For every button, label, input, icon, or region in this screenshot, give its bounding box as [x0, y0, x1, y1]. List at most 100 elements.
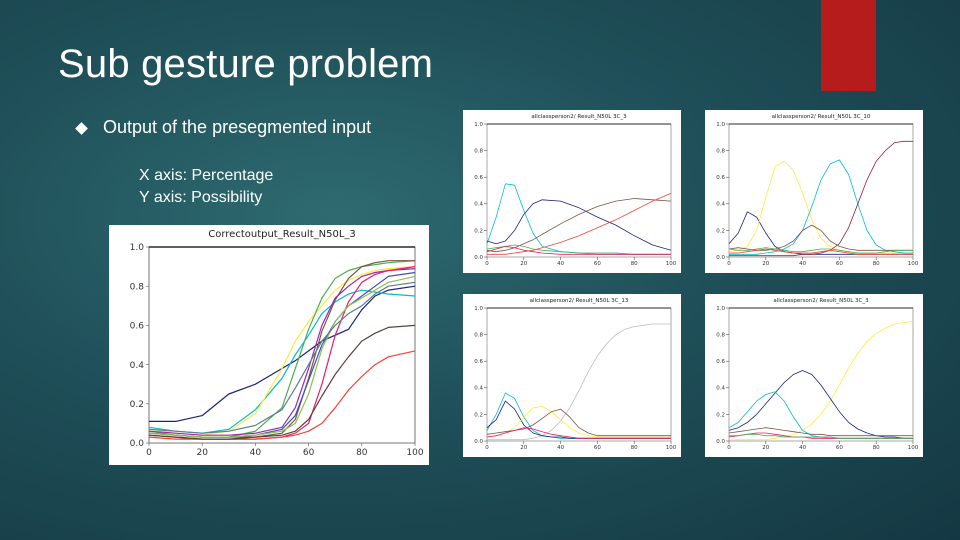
y-tick-label: 0.8 — [130, 282, 145, 292]
x-tick-label: 100 — [666, 445, 677, 451]
x-tick-label: 20 — [520, 261, 527, 267]
y-tick-label: 0.8 — [474, 333, 483, 339]
x-tick-label: 20 — [762, 445, 769, 451]
y-tick-label: 0.6 — [474, 359, 483, 365]
x-tick-label: 100 — [908, 445, 919, 451]
plot-frame — [486, 123, 672, 258]
x-tick-label: 20 — [196, 448, 208, 458]
series-line-5 — [728, 224, 913, 251]
y-axis-note: Y axis: Possibility — [139, 189, 263, 206]
x-tick-label: 40 — [557, 261, 564, 267]
y-tick-label: 1.0 — [716, 122, 725, 128]
y-tick-label: 0.0 — [716, 255, 725, 261]
series-line-1 — [728, 211, 913, 255]
diamond-bullet-icon — [75, 121, 88, 135]
y-tick-label: 0.6 — [716, 359, 725, 365]
x-tick-label: 80 — [873, 445, 880, 451]
series-line-8 — [148, 271, 416, 438]
small-chart-bottom-right: allclassperson2/ Result_N50L 3C_3 0 20 40 60… — [705, 294, 923, 457]
series-line-4 — [728, 427, 913, 437]
y-tick-label: 1.0 — [716, 306, 725, 312]
y-tick-label: 0.4 — [474, 386, 483, 392]
x-tick-label: 0 — [485, 261, 489, 267]
chart-title: allclassperson2/ Result_N50L 3C_3 — [773, 298, 869, 304]
y-tick-label: 0.0 — [474, 255, 483, 261]
chart-title: allclassperson2/ Result_N50L 3C_13 — [530, 298, 629, 304]
series-line-2 — [148, 289, 416, 434]
small-chart-top-right: allclassperson2/ Result_N50L 3C_10 0 20 40 6… — [705, 110, 923, 273]
main-chart: Correctoutput_Result_N50L_3 0 20 40 60 80 100 0… — [109, 225, 429, 465]
x-tick-label: 40 — [799, 261, 806, 267]
bullet-item: Output of the presegmented input — [75, 117, 371, 138]
series-line-6 — [486, 427, 671, 439]
y-tick-label: 0.2 — [716, 412, 725, 418]
x-tick-label: 0 — [727, 445, 731, 451]
x-tick-label: 80 — [631, 261, 638, 267]
x-tick-label: 40 — [250, 448, 262, 458]
series-line-1 — [149, 285, 416, 422]
series-line-4 — [486, 406, 671, 438]
x-tick-label: 60 — [594, 445, 601, 451]
x-tick-label: 60 — [836, 445, 843, 451]
x-axis-note: X axis: Percentage — [139, 167, 274, 184]
chart-svg: Correctoutput_Result_N50L_3 0 20 40 60 80 100 0… — [130, 229, 424, 458]
chart-svg: allclassperson2/ Result_N50L 3C_10 0 20 40 6… — [716, 114, 919, 267]
x-tick-label: 80 — [631, 445, 638, 451]
y-tick-label: 0.4 — [474, 202, 483, 208]
y-tick-label: 0.6 — [474, 175, 483, 181]
y-tick-label: 0.8 — [716, 149, 725, 155]
series-line-5 — [148, 260, 415, 438]
y-tick-label: 1.0 — [130, 243, 145, 253]
series-line-5 — [486, 408, 671, 437]
x-tick-label: 80 — [873, 261, 880, 267]
y-tick-label: 0.2 — [474, 228, 483, 234]
series-line-1 — [729, 320, 914, 441]
series-line-4 — [729, 140, 913, 257]
x-tick-label: 60 — [836, 261, 843, 267]
x-tick-label: 100 — [666, 261, 677, 267]
small-chart-bottom-left: allclassperson2/ Result_N50L 3C_13 0 20 40 6… — [463, 294, 681, 457]
x-tick-label: 20 — [520, 445, 527, 451]
y-tick-label: 0.6 — [130, 322, 145, 332]
accent-bar — [821, 0, 876, 91]
series-line-6 — [486, 246, 671, 255]
series-line-2 — [486, 392, 671, 439]
series-line-6 — [148, 268, 416, 436]
y-tick-label: 0.4 — [716, 386, 725, 392]
y-tick-label: 0.0 — [474, 439, 483, 445]
series-line-1 — [487, 323, 671, 441]
y-tick-label: 0.6 — [716, 175, 725, 181]
x-tick-label: 80 — [356, 448, 368, 458]
plot-frame — [728, 123, 914, 258]
plot-frame — [486, 307, 672, 442]
x-tick-label: 40 — [799, 445, 806, 451]
series-line-2 — [486, 199, 672, 251]
y-tick-label: 0.0 — [130, 439, 145, 449]
y-tick-label: 1.0 — [474, 306, 483, 312]
series-line-9 — [148, 275, 416, 438]
x-tick-label: 100 — [908, 261, 919, 267]
y-tick-label: 1.0 — [474, 122, 483, 128]
plot-frame — [148, 246, 416, 444]
y-tick-label: 0.0 — [716, 439, 725, 445]
series-line-3 — [486, 198, 672, 253]
series-line-6 — [728, 247, 913, 254]
x-tick-label: 60 — [594, 261, 601, 267]
series-line-7 — [729, 248, 913, 255]
x-tick-label: 60 — [303, 448, 315, 458]
y-tick-label: 0.2 — [716, 228, 725, 234]
y-tick-label: 0.8 — [474, 149, 483, 155]
series-line-6 — [729, 433, 913, 439]
y-tick-label: 0.4 — [130, 361, 145, 371]
chart-title: allclassperson2/ Result_N50L 3C_10 — [772, 114, 871, 120]
series-line-3 — [729, 159, 913, 255]
chart-title: Correctoutput_Result_N50L_3 — [208, 229, 356, 240]
chart-svg: allclassperson2/ Result_N50L 3C_3 0 20 40 60… — [474, 114, 677, 267]
x-tick-label: 40 — [557, 445, 564, 451]
chart-title: allclassperson2/ Result_N50L 3C_3 — [531, 114, 627, 120]
series-line-1 — [486, 183, 671, 255]
series-line-3 — [728, 391, 913, 439]
y-tick-label: 0.4 — [716, 202, 725, 208]
y-tick-label: 0.2 — [474, 412, 483, 418]
series-line-3 — [148, 266, 416, 436]
